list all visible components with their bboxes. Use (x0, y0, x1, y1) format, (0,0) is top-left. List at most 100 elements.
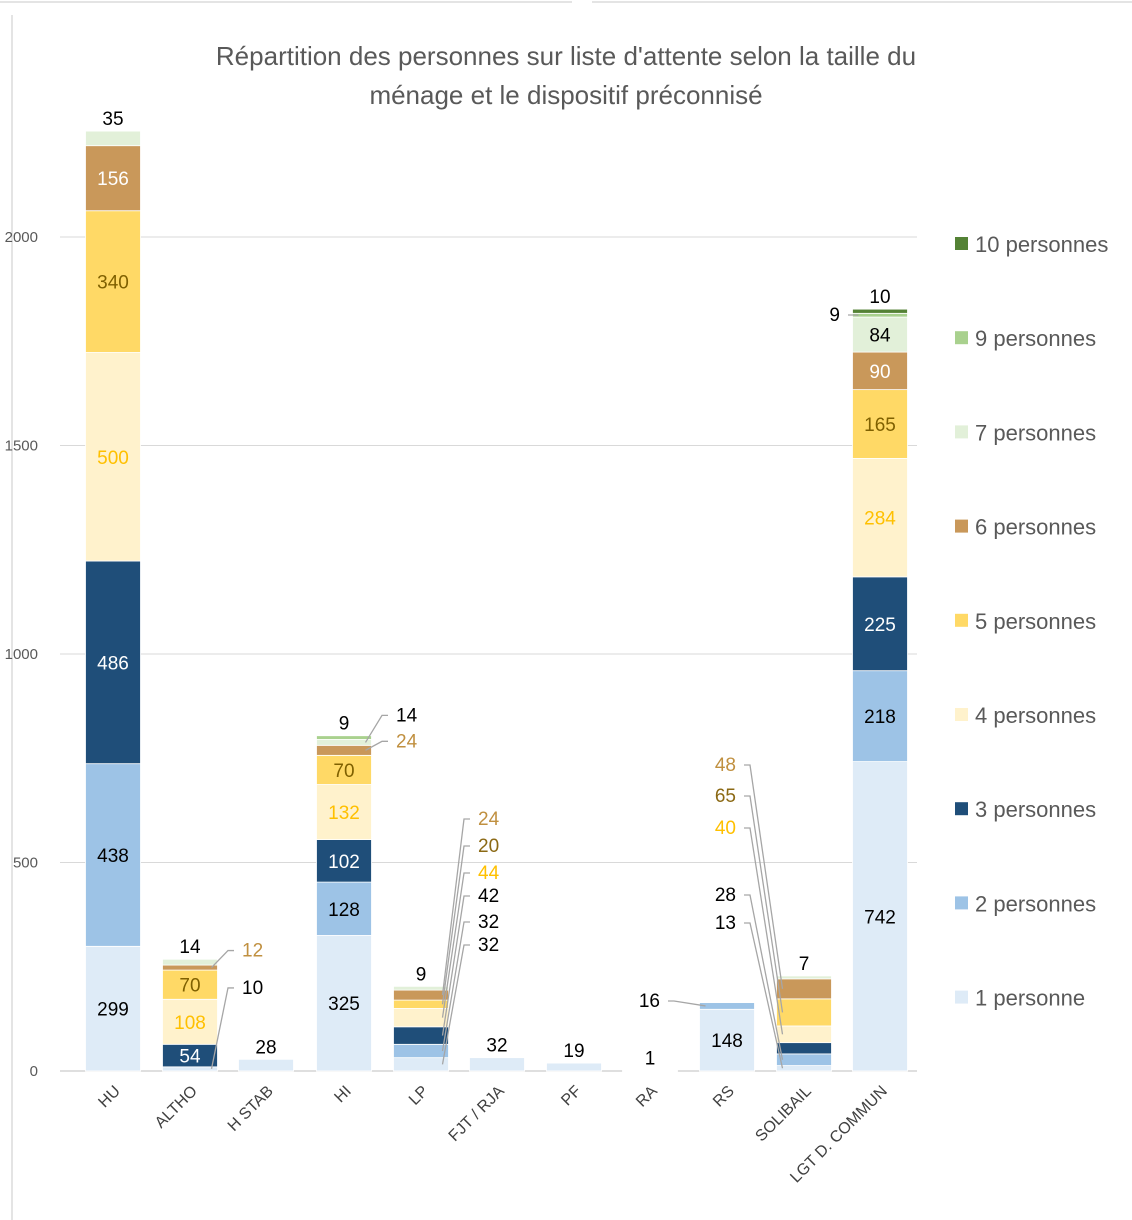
data-label-lgt-d-commun-7-personnes: 84 (869, 326, 891, 347)
data-label-altho-5-personnes: 70 (179, 976, 200, 997)
x-tick-fjt-rja: FJT / RJA (446, 1083, 508, 1145)
data-label-hi-6-personnes-leader (365, 740, 388, 751)
data-label-lp-2-personnes: 32 (478, 912, 499, 933)
bar-ra-1-personne (622, 1070, 678, 1072)
bar-altho-5-personnes (162, 969, 218, 1000)
y-tick-1000: 1000 (5, 646, 38, 663)
x-tick-altho: ALTHO (152, 1083, 201, 1132)
y-tick-0: 0 (30, 1063, 38, 1080)
bar-lgt-d-commun-10-personnes (852, 308, 908, 314)
legend-label-7-personnes: 7 personnes (975, 420, 1096, 445)
bar-lp-1-personne (393, 1057, 449, 1072)
data-label-hu-6-personnes: 156 (97, 169, 129, 190)
data-label-lp-4-personnes-leader (441, 872, 470, 1018)
data-label-lp-3-personnes-leader (441, 895, 470, 1036)
x-tick-ra: RA (633, 1083, 661, 1111)
bar-solibail-3-personnes (776, 1042, 832, 1055)
data-label-rs-2-personnes: 16 (639, 991, 660, 1012)
data-label-lp-2-personnes-leader (441, 921, 470, 1052)
data-label-lp-6-personnes-leader (441, 818, 470, 996)
data-label-ra-1-personne: 1 (645, 1049, 656, 1070)
bar-hu-7-personnes (85, 130, 141, 147)
legend: 10 personnes 9 personnes 7 personnes 6 pers… (955, 232, 1108, 1011)
data-label-hu-5-personnes: 340 (97, 273, 129, 294)
legend-label-1-personne: 1 personne (975, 986, 1085, 1011)
data-label-hi-2-personnes: 128 (328, 900, 360, 921)
legend-swatch-7-personnes (955, 425, 968, 439)
bar-lgt-d-commun-1-personne (852, 761, 908, 1072)
legend-swatch-2-personnes (955, 896, 968, 910)
bar-solibail-5-personnes (776, 998, 832, 1027)
legend-label-10-personnes: 10 personnes (975, 232, 1108, 257)
data-label-rs-1-personne: 148 (711, 1031, 743, 1052)
data-label-lp-3-personnes: 42 (478, 886, 499, 907)
bar-lp-2-personnes (393, 1043, 449, 1059)
data-label-hi-4-personnes: 132 (328, 803, 360, 824)
bar-lgt-d-commun-9-personnes (852, 312, 908, 318)
x-tick-lp: LP (406, 1083, 432, 1109)
bar-fjt-rja-1-personne (469, 1057, 525, 1072)
data-label-hi-9-personnes: 9 (339, 714, 350, 735)
chart-title-line-2: ménage et le dispositif préconnisé (369, 80, 762, 110)
bar-lgt-d-commun-4-personnes (852, 458, 908, 578)
data-label-hi-6-personnes: 24 (396, 731, 418, 752)
data-label-solibail-6-personnes: 48 (715, 755, 736, 776)
data-label-solibail-4-personnes-leader (744, 827, 784, 1035)
y-tick-2000: 2000 (5, 229, 38, 246)
data-label-lp-1-personne: 32 (478, 935, 499, 956)
bar-hi-2-personnes (316, 881, 372, 936)
data-label-altho-7-personnes: 14 (179, 937, 201, 958)
data-label-lp-7-personnes: 9 (416, 964, 427, 985)
bar-solibail-7-personnes (776, 975, 832, 980)
data-label-solibail-5-personnes-leader (744, 795, 784, 1013)
data-label-hu-4-personnes: 500 (97, 448, 129, 469)
data-label-lgt-d-commun-2-personnes: 218 (864, 707, 896, 728)
bar-hu-3-personnes (85, 560, 141, 765)
bar-altho-7-personnes (162, 958, 218, 966)
legend-label-9-personnes: 9 personnes (975, 326, 1096, 351)
bar-rs-1-personne (699, 1008, 755, 1072)
bar-solibail-2-personnes (776, 1053, 832, 1066)
bar-hi-9-personnes (316, 735, 372, 740)
bar-lp-5-personnes (393, 999, 449, 1009)
legend-label-2-personnes: 2 personnes (975, 891, 1096, 916)
data-label-altho-6-personnes: 12 (242, 941, 263, 962)
x-tick-hu: HU (95, 1083, 123, 1111)
data-label-hi-7-personnes: 14 (396, 705, 418, 726)
data-label-altho-4-personnes: 108 (174, 1013, 206, 1034)
data-label-lp-1-personne-leader (441, 944, 470, 1065)
data-label-hu-7-personnes: 35 (102, 109, 123, 130)
bar-hi-4-personnes (316, 784, 372, 840)
data-label-h-stab-1-personne: 28 (255, 1037, 276, 1058)
data-label-solibail-2-personnes: 28 (715, 885, 736, 906)
bar-solibail-4-personnes (776, 1025, 832, 1044)
legend-swatch-4-personnes (955, 708, 968, 721)
x-tick-solibail: SOLIBAIL (752, 1083, 814, 1145)
bar-solibail-6-personnes (776, 978, 832, 1000)
data-labels: 2994384865003401563554108701410122832512… (97, 109, 896, 1070)
x-tick-pf: PF (558, 1083, 585, 1110)
legend-swatch-9-personnes (955, 331, 968, 345)
data-label-lp-4-personnes: 44 (478, 863, 500, 884)
bar-hu-1-personne (85, 945, 141, 1072)
data-label-hi-5-personnes: 70 (333, 761, 354, 782)
data-label-lp-5-personnes: 20 (478, 836, 499, 857)
x-tick-rs: RS (710, 1083, 738, 1111)
data-label-solibail-1-personne: 13 (715, 913, 736, 934)
data-label-lgt-d-commun-6-personnes: 90 (869, 362, 890, 383)
x-axis-ticks: HU ALTHO H STAB HI LP FJT / RJA PF RA RS SOLIBAIL… (95, 1083, 890, 1187)
bar-h-stab-1-personne (238, 1058, 294, 1072)
legend-swatch-5-personnes (955, 613, 968, 627)
data-label-solibail-5-personnes: 65 (715, 786, 736, 807)
legend-label-6-personnes: 6 personnes (975, 515, 1096, 540)
data-label-pf-1-personne: 19 (563, 1041, 584, 1062)
bar-lp-6-personnes (393, 989, 449, 1001)
bar-lp-7-personnes (393, 985, 449, 991)
data-label-solibail-2-personnes-leader (744, 894, 784, 1060)
bar-rs-2-personnes (699, 1002, 755, 1010)
data-label-fjt-rja-1-personne: 32 (486, 1036, 507, 1057)
data-label-solibail-7-personnes: 7 (799, 954, 810, 975)
bar-hi-1-personne (316, 935, 372, 1072)
legend-label-3-personnes: 3 personnes (975, 797, 1096, 822)
